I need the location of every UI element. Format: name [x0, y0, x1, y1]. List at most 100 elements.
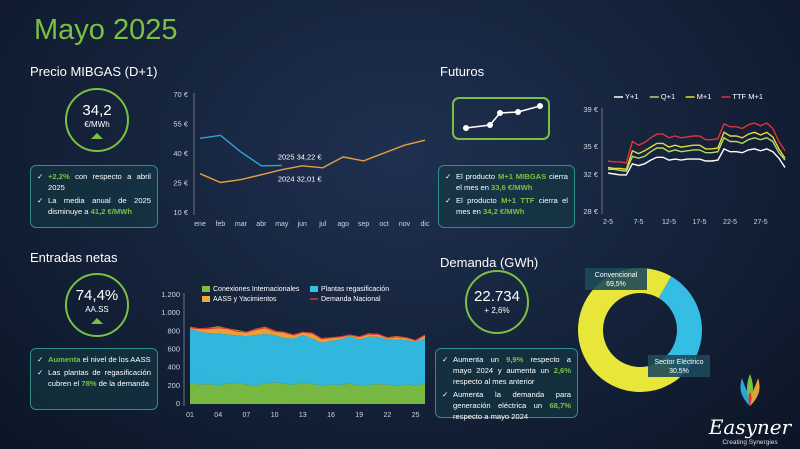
- legend-label: AASS y Yacimientos: [213, 296, 277, 303]
- y-tick-label: 70 €: [173, 90, 188, 99]
- x-tick-label: nov: [399, 221, 411, 228]
- bullet-text: de la demanda: [96, 379, 149, 388]
- bullet-list: +2,2% con respecto a abril 2025La media …: [37, 171, 151, 217]
- bullet: Aumenta un 9,9% respecto a mayo 2024 y a…: [442, 354, 571, 387]
- y-tick-label: 25 €: [173, 178, 188, 187]
- x-tick-label: feb: [216, 221, 226, 228]
- highlight-text: +2,2%: [48, 172, 70, 181]
- highlight-text: 9,9%: [506, 355, 524, 364]
- x-tick-label: 07: [243, 412, 251, 419]
- section-heading: Demanda (GWh): [440, 255, 539, 270]
- y-tick-label: 10 €: [173, 208, 188, 217]
- bullet: El producto M+1 MIBGAS cierra el mes en …: [445, 171, 568, 193]
- y-tick-label: 800: [167, 326, 180, 335]
- legend-label: Y+1: [625, 92, 639, 101]
- x-tick-label: 25: [412, 412, 420, 419]
- series-line: [607, 131, 786, 171]
- y-tick-label: 40 €: [173, 149, 188, 158]
- x-tick-label: 16: [327, 412, 335, 419]
- bullet-text: La media anual de 2025 disminuye a: [48, 196, 151, 216]
- kpi-circle: 34,2 €/MWh: [65, 88, 129, 152]
- trend-icon: [452, 97, 550, 140]
- bullet-box: Aumenta el nivel de los AASS Las plantas …: [30, 348, 158, 410]
- slice-label: Convencional: [595, 272, 638, 279]
- slice-value: 30,5%: [669, 368, 689, 375]
- legend-label: Conexiones Internacionales: [213, 286, 300, 293]
- series-line: [607, 147, 786, 176]
- bullet-list: Aumenta el nivel de los AASS Las plantas …: [37, 354, 151, 389]
- y-tick-label: 28 €: [583, 207, 598, 216]
- bullet-list: Aumenta un 9,9% respecto a mayo 2024 y a…: [442, 354, 571, 422]
- x-tick-label: dic: [421, 221, 430, 228]
- series-line: [199, 134, 282, 167]
- kpi-unit: €/MWh: [84, 119, 110, 129]
- x-tick-label: ene: [194, 221, 206, 228]
- x-tick-label: 22-5: [723, 219, 737, 226]
- stacked-area: [190, 326, 425, 343]
- highlight-text: M+1 TTF: [501, 196, 535, 205]
- x-tick-label: 2-5: [603, 219, 613, 226]
- bullet-box: Aumenta un 9,9% respecto a mayo 2024 y a…: [435, 348, 578, 421]
- label-box: [585, 268, 647, 290]
- x-tick-label: 7-5: [633, 219, 643, 226]
- series-line: [189, 327, 426, 342]
- series-line: [607, 122, 786, 164]
- annotation: 2025 34,22 €: [278, 152, 323, 161]
- section-heading: Precio MIBGAS (D+1): [30, 64, 158, 79]
- logo-tagline: Creating Synergies: [722, 439, 778, 446]
- label-box: [648, 355, 710, 377]
- bullet-text: Aumenta un: [453, 355, 507, 364]
- x-tick-label: jul: [318, 221, 326, 228]
- bullet-text: cierra el mes en: [456, 172, 569, 192]
- highlight-text: 2,6%: [553, 366, 571, 375]
- bullet-text: cierra el mes en: [456, 196, 568, 216]
- x-tick-label: 17-5: [693, 219, 707, 226]
- bullet-box: El producto M+1 MIBGAS cierra el mes en …: [438, 165, 575, 228]
- bullet: +2,2% con respecto a abril 2025: [37, 171, 151, 193]
- line-chart: 10 € 25 € 40 € 55 € 70 € ene feb mar abr may jun ju…: [173, 90, 430, 228]
- bullet: El producto M+1 TTF cierra el mes en 34,…: [445, 195, 568, 217]
- stacked-area: [190, 382, 425, 404]
- bullet-text: respecto a mayo 2024 y aumenta un: [453, 355, 571, 375]
- x-tick-label: may: [275, 221, 289, 228]
- bullet: Aumenta la demanda para generación eléct…: [442, 389, 571, 422]
- section-heading: Futuros: [440, 64, 485, 79]
- highlight-text: 68,7%: [549, 401, 571, 410]
- y-tick-label: 39 €: [583, 105, 598, 114]
- stacked-area: [190, 328, 425, 386]
- x-tick-label: ago: [337, 221, 349, 228]
- kpi-unit: AA.SS: [85, 304, 109, 314]
- logo: Easyner Creating Synergies: [700, 372, 800, 446]
- kpi-circle: 22.734 + 2,6%: [465, 270, 529, 334]
- x-tick-label: 12-5: [662, 219, 676, 226]
- kpi-value: 74,4%: [75, 286, 119, 304]
- bullet-list: El producto M+1 MIBGAS cierra el mes en …: [445, 171, 568, 217]
- bullet: Aumenta el nivel de los AASS: [37, 354, 151, 365]
- x-tick-label: 19: [355, 412, 363, 419]
- y-tick-label: 55 €: [173, 119, 188, 128]
- logo-name: Easyner: [708, 415, 792, 439]
- line-chart: 28 € 32 € 35 € 39 € 2-5 7-5 12-5 17-5 22-5 27-5 Y+…: [583, 92, 786, 226]
- x-tick-label: mar: [235, 221, 248, 228]
- x-tick-label: 01: [186, 412, 194, 419]
- kpi-value: 22.734: [474, 288, 520, 305]
- bullet-text: el nivel de los AASS: [80, 355, 151, 364]
- legend-swatch: [202, 296, 210, 302]
- y-tick-label: 400: [167, 363, 180, 372]
- series-line: [608, 136, 786, 172]
- y-tick-label: 600: [167, 344, 180, 353]
- kpi-arrow: [91, 132, 103, 139]
- section-heading: Entradas netas: [30, 250, 118, 265]
- legend-label: TTF M+1: [732, 92, 763, 101]
- highlight-text: Aumenta: [48, 355, 81, 364]
- slice-value: 69,5%: [606, 281, 626, 288]
- annotation: 2024 32,01 €: [278, 175, 323, 184]
- series-line: [199, 139, 426, 184]
- legend-label: M+1: [697, 92, 712, 101]
- legend-label: Q+1: [661, 92, 675, 101]
- bullet-text: El producto: [456, 172, 498, 181]
- bullet: La media anual de 2025 disminuye a 41,2 …: [37, 195, 151, 217]
- x-tick-label: jun: [297, 221, 307, 228]
- bullet-text: respecto al mes anterior: [453, 377, 535, 386]
